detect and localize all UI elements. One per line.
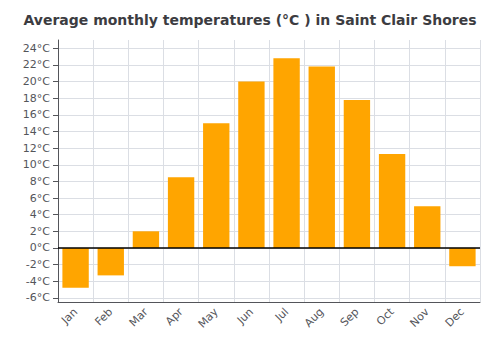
svg-text:4°C: 4°C	[30, 208, 50, 221]
svg-text:-6°C: -6°C	[26, 291, 50, 304]
svg-text:8°C: 8°C	[30, 175, 50, 188]
svg-text:12°C: 12°C	[23, 142, 50, 155]
svg-text:Jun: Jun	[234, 305, 256, 327]
svg-text:Feb: Feb	[92, 305, 115, 328]
svg-text:2°C: 2°C	[30, 225, 50, 238]
svg-text:Mar: Mar	[127, 305, 151, 329]
svg-text:14°C: 14°C	[23, 125, 50, 138]
svg-text:Dec: Dec	[443, 305, 467, 329]
svg-text:-4°C: -4°C	[26, 275, 50, 288]
svg-text:Sep: Sep	[338, 305, 362, 329]
svg-text:May: May	[196, 305, 222, 331]
svg-text:24°C: 24°C	[23, 42, 50, 55]
svg-text:Apr: Apr	[163, 305, 186, 328]
svg-text:18°C: 18°C	[23, 92, 50, 105]
svg-text:0°C: 0°C	[30, 241, 50, 254]
svg-text:Nov: Nov	[407, 305, 432, 330]
svg-text:Aug: Aug	[302, 305, 326, 329]
svg-text:10°C: 10°C	[23, 158, 50, 171]
svg-text:-2°C: -2°C	[26, 258, 50, 271]
svg-text:20°C: 20°C	[23, 75, 50, 88]
svg-text:Jul: Jul	[272, 305, 291, 324]
svg-text:16°C: 16°C	[23, 108, 50, 121]
svg-text:Average monthly temperatures (: Average monthly temperatures (°C ) in Sa…	[23, 12, 476, 28]
svg-text:22°C: 22°C	[23, 58, 50, 71]
svg-text:6°C: 6°C	[30, 192, 50, 205]
svg-text:Oct: Oct	[374, 305, 397, 328]
svg-text:Jan: Jan	[58, 305, 80, 327]
